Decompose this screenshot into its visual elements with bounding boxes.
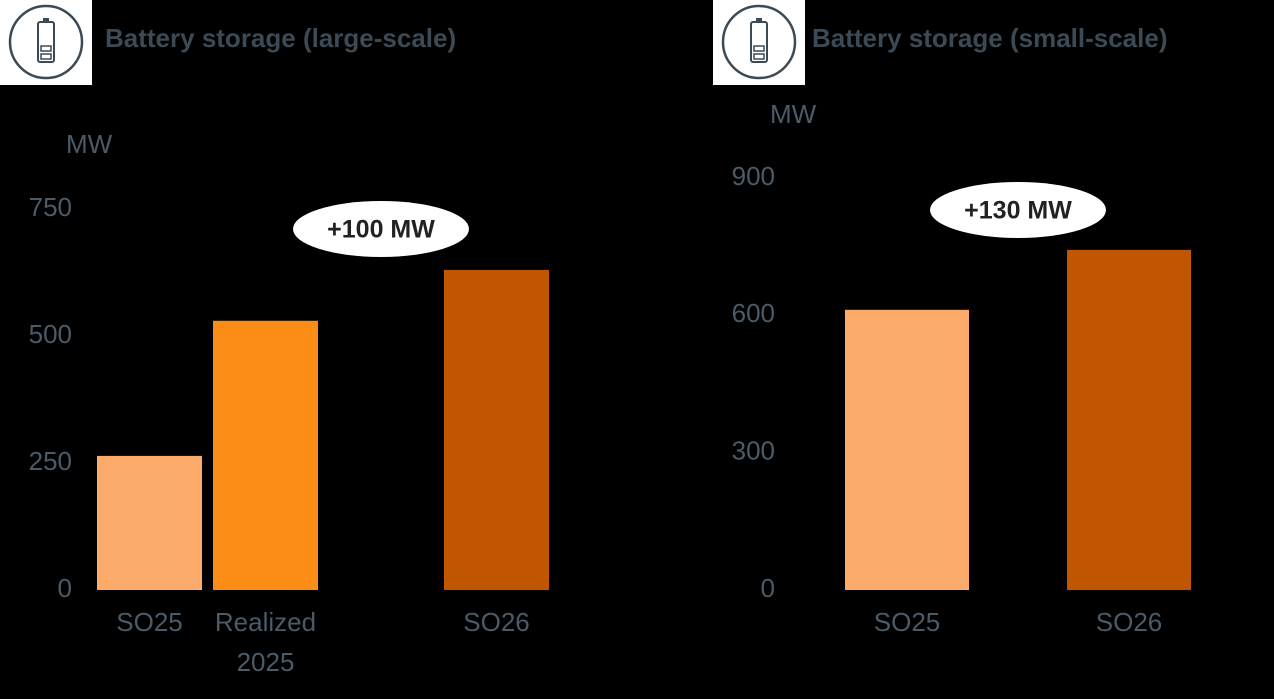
x-tick-label: Realized 2025: [214, 607, 317, 677]
bar: [845, 309, 969, 590]
y-tick-label: 300: [732, 436, 775, 466]
y-axis-label: MW: [770, 99, 817, 129]
icon: [0, 0, 92, 85]
annotation-bubble: [293, 201, 469, 257]
y-tick-label: 500: [29, 319, 72, 349]
bar: [444, 269, 549, 590]
annotation: +100 MW: [327, 216, 435, 244]
y-tick-label: 600: [732, 298, 775, 328]
x-tick-label: SO25: [873, 607, 941, 637]
x-tick-label: SO25: [116, 607, 183, 637]
y-tick-label: 0: [58, 573, 72, 603]
y-axis-label: MW: [66, 129, 113, 159]
annotation: +130 MW: [964, 197, 1072, 225]
annotation-bubble: [930, 182, 1106, 238]
icon: [713, 0, 805, 85]
chart-title: Battery storage (large-scale): [105, 23, 456, 53]
y-tick-label: 900: [732, 161, 775, 191]
x-tick-label: SO26: [463, 607, 530, 637]
y-tick-label: 0: [761, 573, 775, 603]
x-tick-label: SO26: [1095, 607, 1163, 637]
chart-title: Battery storage (small-scale): [812, 23, 1167, 53]
y-tick-label: 750: [29, 192, 72, 222]
bar: [97, 455, 202, 590]
bar: [1067, 249, 1191, 591]
y-tick-label: 250: [29, 446, 72, 476]
bar: [213, 320, 318, 590]
